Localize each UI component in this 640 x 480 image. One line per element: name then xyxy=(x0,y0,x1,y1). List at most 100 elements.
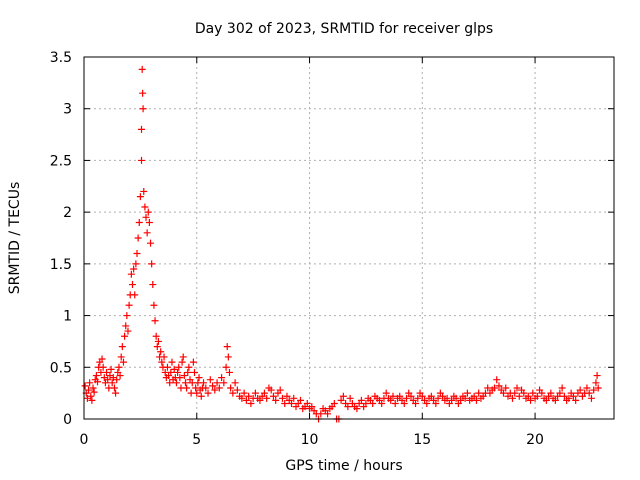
data-point xyxy=(152,332,160,340)
data-point xyxy=(148,260,156,268)
grid-lines xyxy=(84,57,614,419)
data-point xyxy=(185,363,193,371)
data-point xyxy=(533,392,541,400)
data-point xyxy=(104,376,112,384)
data-point xyxy=(124,327,132,335)
data-point xyxy=(181,379,189,387)
data-point xyxy=(362,399,370,407)
data-point xyxy=(153,343,161,351)
data-point xyxy=(167,368,175,376)
data-point xyxy=(143,229,151,237)
data-point xyxy=(527,396,535,404)
y-tick-labels: 0 0.5 1 1.5 2 2.5 3 3.5 xyxy=(50,50,72,428)
plot-frame xyxy=(83,56,615,420)
data-point xyxy=(378,399,386,407)
data-point xyxy=(218,374,226,382)
data-point xyxy=(192,384,200,392)
data-point xyxy=(344,403,352,411)
data-point xyxy=(267,386,275,394)
data-point xyxy=(551,396,559,404)
data-point xyxy=(220,379,228,387)
data-point xyxy=(396,392,404,400)
data-point xyxy=(470,392,478,400)
data-point xyxy=(303,399,311,407)
data-point xyxy=(81,382,89,390)
data-point xyxy=(132,260,140,268)
data-point xyxy=(412,399,420,407)
data-point xyxy=(223,343,231,351)
data-point xyxy=(256,396,264,404)
data-point xyxy=(330,399,338,407)
data-point xyxy=(558,384,566,392)
data-point xyxy=(112,389,120,397)
data-point xyxy=(86,379,94,387)
y-tick-label: 2.5 xyxy=(50,153,72,169)
data-point xyxy=(107,365,115,373)
data-point xyxy=(493,376,501,384)
data-point xyxy=(427,392,435,400)
data-point xyxy=(324,410,332,418)
data-point xyxy=(565,394,573,402)
data-point xyxy=(144,208,152,216)
data-point xyxy=(117,353,125,361)
data-point xyxy=(130,265,138,273)
data-point xyxy=(141,203,149,211)
data-point xyxy=(108,379,116,387)
data-point xyxy=(297,396,305,404)
data-point xyxy=(520,389,528,397)
data-point xyxy=(113,376,121,384)
data-point xyxy=(357,396,365,404)
data-point xyxy=(135,218,143,226)
data-point xyxy=(247,399,255,407)
data-point xyxy=(592,379,600,387)
data-point xyxy=(136,193,144,201)
data-point xyxy=(461,394,469,402)
data-point xyxy=(387,396,395,404)
data-point xyxy=(191,368,199,376)
data-point xyxy=(193,389,201,397)
data-point xyxy=(150,301,158,309)
data-point xyxy=(224,353,232,361)
data-point xyxy=(128,281,136,289)
data-point xyxy=(138,125,146,133)
data-point xyxy=(242,396,250,404)
data-point xyxy=(439,392,447,400)
data-point xyxy=(272,396,280,404)
data-point xyxy=(278,394,286,402)
data-point xyxy=(585,389,593,397)
data-point xyxy=(245,392,253,400)
data-point xyxy=(418,392,426,400)
data-point xyxy=(174,368,182,376)
data-point xyxy=(170,365,178,373)
data-point xyxy=(94,378,102,386)
data-point xyxy=(125,301,133,309)
data-point xyxy=(147,239,155,247)
y-tick-label: 1 xyxy=(63,309,72,325)
data-point xyxy=(197,392,205,400)
data-point xyxy=(92,372,100,380)
data-point xyxy=(158,358,166,366)
data-point xyxy=(122,322,130,330)
data-point xyxy=(166,379,174,387)
y-axis-label: SRMTID / TECUs xyxy=(7,182,23,295)
data-point xyxy=(499,389,507,397)
chart-title: Day 302 of 2023, SRMTID for receiver glp… xyxy=(195,21,493,37)
data-point xyxy=(260,389,268,397)
data-point xyxy=(524,392,532,400)
data-point xyxy=(317,410,325,418)
data-point xyxy=(434,394,442,402)
data-point xyxy=(215,384,223,392)
data-point xyxy=(509,394,517,402)
data-point xyxy=(457,396,465,404)
data-point xyxy=(189,358,197,366)
data-point xyxy=(90,388,98,396)
data-point xyxy=(88,396,96,404)
data-point xyxy=(157,348,165,356)
data-point xyxy=(183,384,191,392)
data-points xyxy=(81,65,602,423)
data-point xyxy=(484,384,492,392)
data-point xyxy=(432,399,440,407)
data-point xyxy=(414,394,422,402)
data-point xyxy=(133,250,141,258)
